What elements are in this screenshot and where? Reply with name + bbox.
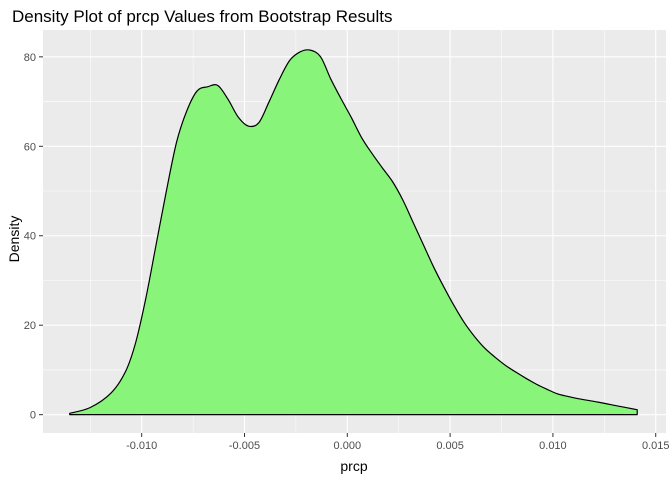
y-tick-label: 80 bbox=[24, 52, 36, 64]
y-axis-title: Density bbox=[6, 216, 22, 263]
x-axis-title: prcp bbox=[340, 458, 367, 474]
y-tick-label: 60 bbox=[24, 141, 36, 153]
y-tick-label: 40 bbox=[24, 231, 36, 243]
x-axis: -0.010 -0.005 0.000 0.005 0.010 0.015 bbox=[126, 433, 669, 452]
x-tick-label: -0.005 bbox=[229, 440, 260, 452]
y-tick-label: 0 bbox=[30, 410, 36, 422]
density-curve bbox=[69, 49, 638, 416]
x-tick-label: 0.005 bbox=[436, 440, 464, 452]
x-tick-label: 0.010 bbox=[539, 440, 567, 452]
chart-title: Density Plot of prcp Values from Bootstr… bbox=[12, 7, 392, 26]
y-tick-label: 20 bbox=[24, 320, 36, 332]
x-tick-label: -0.010 bbox=[126, 440, 157, 452]
y-axis: 0 20 40 60 80 bbox=[24, 52, 43, 422]
x-tick-label: 0.000 bbox=[334, 440, 362, 452]
density-area bbox=[69, 49, 638, 415]
x-tick-label: 0.015 bbox=[642, 440, 670, 452]
